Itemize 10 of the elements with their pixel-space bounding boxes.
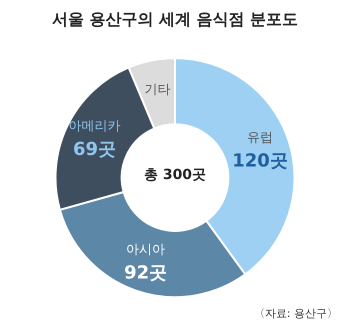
chart-title: 서울 용산구의 세계 음식점 분포도 <box>52 10 298 28</box>
data-label: 120곳 <box>232 150 288 172</box>
slice-label: 아시아 <box>126 242 166 258</box>
slice-label: 유럽 <box>247 130 274 146</box>
data-label: 92곳 <box>124 262 168 284</box>
data-label: 69곳 <box>72 139 116 160</box>
text: 〈자료: 용산구〉 <box>254 307 338 320</box>
slice-label: 기타 <box>144 82 170 98</box>
slice-label: 아메리카 <box>68 119 121 134</box>
text: 총 300곳 <box>144 167 206 183</box>
